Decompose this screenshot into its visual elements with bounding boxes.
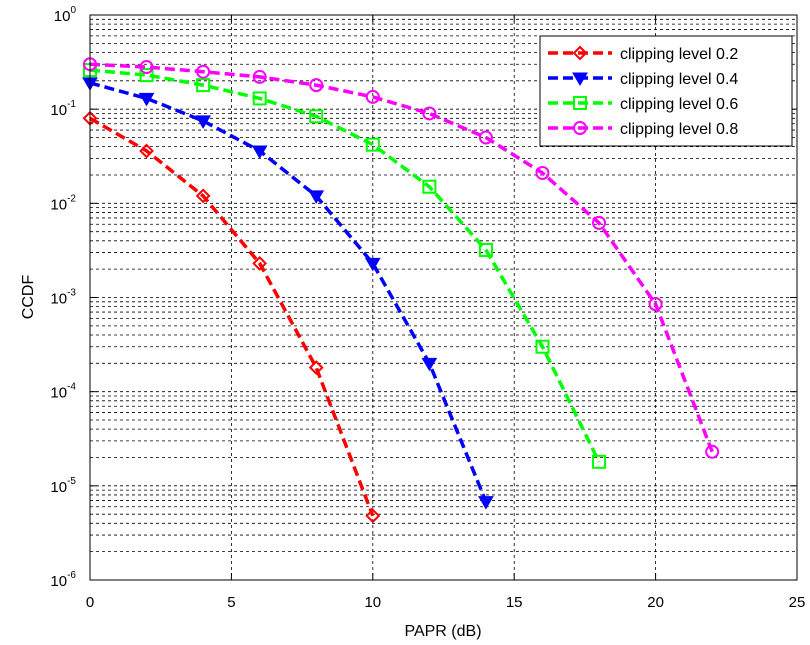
legend-entry: clipping level 0.6: [548, 96, 738, 113]
y-tick-label: 10-4: [50, 382, 76, 402]
data-point-marker: [422, 106, 437, 121]
data-point-marker: [592, 454, 607, 469]
x-axis-label: PAPR (dB): [404, 623, 481, 640]
series-line: [89, 81, 488, 503]
data-point-marker: [195, 188, 211, 204]
data-point-marker: [422, 179, 437, 194]
data-point-marker: [572, 45, 588, 61]
data-point-marker: [573, 96, 587, 110]
data-point-marker: [308, 190, 325, 204]
series-lines: [82, 57, 720, 524]
legend: clipping level 0.2 clipping level 0.4 clip…: [539, 35, 793, 147]
data-point-marker: [308, 360, 324, 376]
series-clipping-level-0-6: [83, 63, 607, 469]
data-point-marker: [648, 297, 663, 312]
data-point-marker: [252, 256, 268, 271]
data-point-marker: [478, 496, 494, 510]
axis-ticks: [89, 14, 798, 581]
y-tick-labels: 10-6 10-5 10-4 10-3 10-2 10-1 100: [50, 5, 76, 590]
x-tick-label: 15: [506, 594, 523, 611]
data-point-marker: [535, 165, 550, 180]
data-point-marker: [478, 130, 493, 145]
legend-label: clipping level 0.2: [620, 46, 738, 63]
data-point-marker: [573, 121, 587, 135]
series-clipping-level-0-8: [83, 57, 720, 459]
y-tick-label: 10-6: [50, 570, 76, 590]
legend-label: clipping level 0.6: [620, 96, 738, 113]
data-point-marker: [572, 72, 588, 86]
data-point-marker: [196, 64, 211, 79]
legend-entry: clipping level 0.8: [548, 121, 738, 138]
data-point-marker: [139, 143, 154, 159]
data-point-marker: [309, 109, 324, 124]
x-tick-labels: 0 5 10 15 20 25: [86, 594, 806, 611]
y-tick-label: 10-2: [50, 193, 76, 213]
legend-label: clipping level 0.4: [620, 71, 738, 88]
y-tick-label: 10-5: [50, 476, 76, 496]
data-point-marker: [365, 137, 380, 152]
x-tick-label: 0: [86, 594, 94, 611]
legend-entry: clipping level 0.4: [548, 71, 738, 88]
data-point-marker: [139, 68, 154, 83]
series-line: [89, 62, 714, 453]
data-point-marker: [365, 508, 381, 524]
data-point-marker: [309, 78, 324, 93]
data-point-marker: [196, 78, 211, 93]
y-tick-label: 100: [54, 5, 77, 25]
y-tick-label: 10-1: [50, 99, 76, 119]
y-axis-label: CCDF: [20, 275, 37, 320]
series-clipping-level-0-4: [82, 77, 494, 510]
data-point-marker: [138, 92, 155, 107]
data-point-marker: [478, 242, 493, 257]
data-point-marker: [592, 215, 607, 230]
x-tick-label: 20: [647, 594, 664, 611]
series-line: [89, 116, 375, 517]
data-point-marker: [421, 357, 438, 372]
data-point-marker: [705, 444, 720, 459]
data-point-marker: [535, 339, 550, 354]
series-line: [89, 68, 601, 463]
x-tick-label: 10: [364, 594, 381, 611]
data-point-marker: [252, 69, 267, 84]
legend-entry: clipping level 0.2: [548, 45, 738, 63]
y-tick-label: 10-3: [50, 288, 76, 308]
data-point-marker: [139, 60, 154, 75]
x-tick-label: 5: [227, 594, 235, 611]
x-tick-label: 25: [789, 594, 806, 611]
data-point-marker: [251, 145, 268, 159]
data-point-marker: [364, 257, 381, 272]
data-point-marker: [365, 89, 380, 104]
data-point-marker: [252, 91, 267, 106]
data-point-marker: [195, 115, 211, 129]
legend-label: clipping level 0.8: [620, 121, 738, 138]
